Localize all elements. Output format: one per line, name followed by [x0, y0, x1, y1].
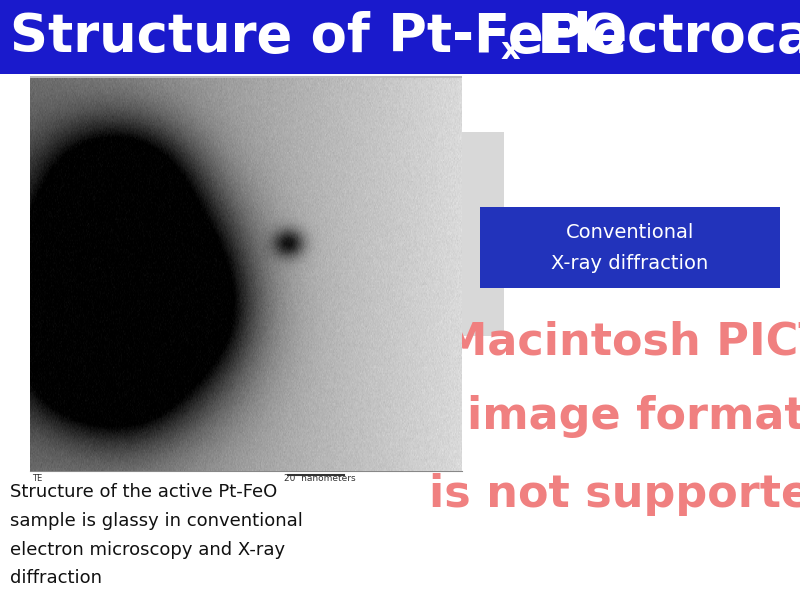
Text: 20  nanometers: 20 nanometers	[284, 474, 356, 484]
Text: X-ray diffraction: X-ray diffraction	[551, 254, 709, 273]
Text: x: x	[501, 35, 521, 65]
Text: Conventional: Conventional	[566, 223, 694, 242]
Text: TEM: TEM	[230, 142, 278, 161]
Text: Structure of Pt-FePO: Structure of Pt-FePO	[10, 11, 626, 63]
Text: sample is glassy in conventional: sample is glassy in conventional	[10, 512, 303, 530]
Text: Structure of the active Pt-FeO: Structure of the active Pt-FeO	[10, 483, 278, 501]
Bar	[208, 132, 300, 171]
Text: diffraction: diffraction	[10, 569, 102, 587]
Bar	[480, 207, 780, 288]
Text: Macintosh PICT: Macintosh PICT	[443, 320, 800, 364]
Bar	[30, 471, 462, 486]
Text: TE: TE	[32, 474, 42, 484]
Bar	[30, 76, 462, 78]
Text: Electrocatalysts: Electrocatalysts	[519, 11, 800, 63]
Text: image format: image format	[466, 395, 800, 439]
Bar	[0, 0, 800, 74]
Text: electron microscopy and X-ray: electron microscopy and X-ray	[10, 541, 286, 559]
Text: is not supported: is not supported	[429, 473, 800, 517]
Bar	[332, 132, 504, 336]
